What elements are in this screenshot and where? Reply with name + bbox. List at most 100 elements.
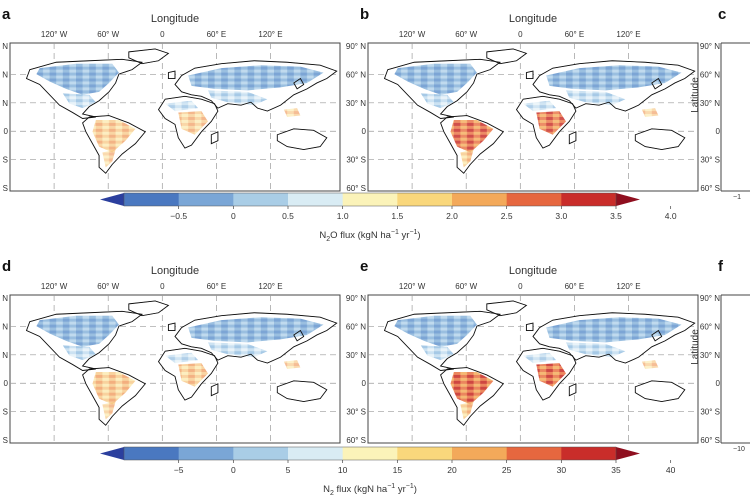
coastline: [526, 71, 533, 78]
flux-region: [208, 90, 268, 106]
colorbar-label-part: 2: [326, 236, 330, 243]
colorbar-segment: [233, 447, 289, 460]
panel-f: f 90° N 60° N 30° N 0 30° S 60° S Latitude −10: [690, 258, 750, 453]
colorbar-tick-label: 10: [338, 465, 348, 475]
latitude-axis-title: Latitude: [690, 77, 701, 113]
colorbar-tick-label: 1.0: [337, 211, 349, 221]
world-map: [27, 301, 337, 425]
colorbar-label: N2O flux (kgN ha−1 yr−1): [319, 229, 420, 243]
flux-region: [188, 65, 324, 91]
panel-f-letter: f: [718, 258, 724, 275]
colorbar-segment: [178, 447, 234, 460]
panel-c-letter: c: [718, 6, 726, 23]
flux-region: [165, 352, 199, 364]
cropped-tick-label: −1: [733, 194, 741, 201]
flux-region: [394, 63, 477, 95]
coastline: [652, 79, 662, 89]
flux-region: [36, 315, 119, 347]
panel-e: e Longitude 90° N 60° N 30° N 0 30° S 60° S Lati…: [346, 258, 699, 445]
colorbar-segment: [561, 193, 617, 206]
latitude-tick-label: 30° N: [700, 351, 720, 360]
coastline: [441, 116, 504, 174]
longitude-tick-label: 60° E: [207, 30, 227, 39]
latitude-tick-label: 90° N: [0, 42, 8, 51]
colorbar-tick-label: 2.5: [501, 211, 513, 221]
colorbar-segment: [452, 447, 508, 460]
longitude-tick-label: 120° W: [399, 30, 426, 39]
coastline: [27, 311, 143, 370]
latitude-tick-label: 60° S: [700, 184, 720, 193]
coastline: [569, 132, 576, 144]
latitude-tick-label: 30° N: [346, 99, 366, 108]
longitude-tick-label: 120° E: [258, 282, 282, 291]
colorbar-label-part: −1: [406, 483, 414, 490]
coastline: [159, 96, 218, 148]
colorbar-tick-label: 15: [393, 465, 403, 475]
latitude-tick-label: 0: [4, 127, 9, 136]
colorbar-max-arrow: [616, 447, 640, 460]
coastline: [27, 59, 143, 118]
longitude-tick-label: 60° W: [97, 282, 119, 291]
coastline: [526, 323, 533, 330]
longitude-tick-label: 120° W: [41, 282, 68, 291]
flux-region: [208, 342, 268, 358]
coastline: [129, 49, 169, 64]
flux-region: [536, 363, 566, 387]
coastline: [487, 301, 527, 316]
colorbar-segment: [342, 193, 398, 206]
colorbar-tick-label: 40: [666, 465, 676, 475]
longitude-tick-label: 60° W: [455, 282, 477, 291]
latitude-tick-label: 60° S: [346, 436, 366, 445]
colorbar-label-part: ): [414, 484, 417, 495]
longitude-tick-label: 120° W: [399, 282, 426, 291]
latitude-tick-label: 0: [362, 379, 367, 388]
colorbar-segment: [397, 193, 453, 206]
world-map: [385, 301, 695, 425]
colorbar-outline: [123, 192, 617, 207]
flux-region: [566, 342, 626, 358]
coastline: [83, 368, 146, 426]
coastline: [159, 348, 218, 400]
panel-a-letter: a: [2, 6, 11, 23]
colorbar-tick-label: 1.5: [391, 211, 403, 221]
coastline: [487, 49, 527, 64]
longitude-tick-label: 120° E: [258, 30, 282, 39]
flux-region: [102, 149, 116, 168]
colorbar-segment: [124, 193, 180, 206]
colorbar-segment: [342, 447, 398, 460]
colorbar-segment: [397, 447, 453, 460]
flux-region: [283, 108, 301, 117]
longitude-tick-label: 120° E: [616, 30, 640, 39]
latitude-tick-label: 60° S: [700, 436, 720, 445]
colorbar-label-part: −1: [391, 229, 399, 236]
flux-region: [450, 371, 494, 405]
coastline: [211, 384, 218, 396]
colorbar-tick-label: 20: [447, 465, 457, 475]
panel-b-letter: b: [360, 6, 369, 23]
latitude-tick-label: 30° S: [346, 156, 366, 165]
flux-region: [546, 317, 682, 343]
colorbar-label-part: O flux (kgN ha: [330, 230, 391, 241]
latitude-tick-label: 90° N: [346, 42, 366, 51]
longitude-tick-label: 60° E: [207, 282, 227, 291]
flux-region: [36, 63, 119, 95]
colorbar-tick-label: 3.5: [610, 211, 622, 221]
panel-b: b Longitude 90° N 60° N 30° N 0 30° S 60° S Lati…: [346, 6, 699, 193]
latitude-tick-label: 0: [716, 379, 721, 388]
latitude-tick-label: 90° N: [346, 294, 366, 303]
flux-region: [92, 371, 136, 405]
flux-region: [641, 360, 659, 369]
colorbar-tick-label: −0.5: [170, 211, 187, 221]
coastline: [168, 71, 175, 78]
latitude-tick-label: 60° N: [346, 70, 366, 79]
coastline: [385, 59, 501, 118]
cropped-tick-label: −10: [733, 446, 745, 453]
flux-region: [566, 90, 626, 106]
latitude-tick-label: 90° N: [700, 294, 720, 303]
colorbar-tick-label: 3.0: [555, 211, 567, 221]
coastline: [517, 348, 576, 400]
flux-region: [394, 315, 477, 347]
colorbar-tick-label: 25: [502, 465, 512, 475]
latitude-axis-title: Latitude: [690, 329, 701, 365]
longitude-tick-label: 0: [160, 282, 165, 291]
